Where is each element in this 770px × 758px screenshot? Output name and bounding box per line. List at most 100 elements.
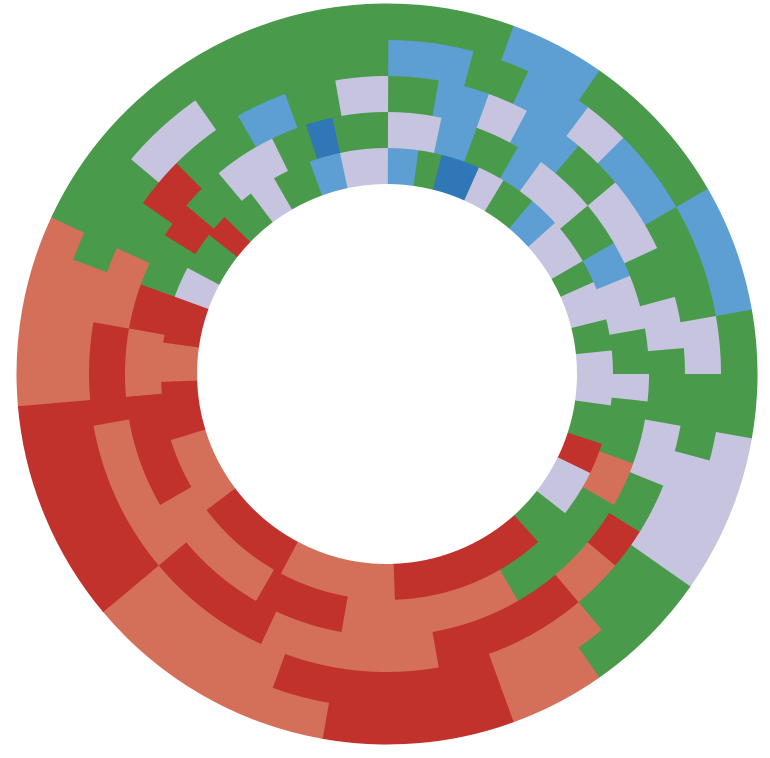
segment	[175, 114, 257, 189]
segment	[432, 80, 491, 129]
segment	[116, 201, 173, 264]
segment	[170, 428, 236, 511]
segment	[140, 234, 196, 297]
segment	[640, 296, 685, 353]
segment	[557, 432, 603, 475]
segment	[582, 242, 631, 291]
segment	[159, 486, 274, 602]
segment	[536, 457, 591, 515]
segment	[611, 374, 650, 403]
segment	[237, 93, 299, 148]
segment	[51, 89, 174, 233]
segment	[309, 152, 349, 196]
segment	[387, 111, 443, 154]
segment	[680, 315, 722, 376]
segment	[387, 3, 516, 61]
segment	[128, 283, 175, 335]
segment	[205, 487, 298, 574]
segment	[510, 110, 580, 174]
segment	[500, 146, 543, 192]
segment	[555, 145, 617, 207]
segment	[512, 70, 590, 137]
segment	[587, 182, 659, 265]
segment	[387, 39, 475, 87]
segment	[185, 172, 243, 229]
segment	[433, 117, 478, 162]
segment	[72, 157, 160, 273]
segment	[413, 149, 443, 190]
segment	[566, 106, 625, 165]
segment	[254, 569, 348, 633]
segment	[676, 188, 753, 318]
segment	[271, 653, 502, 709]
segment	[195, 50, 312, 130]
segment	[431, 574, 579, 669]
segment	[160, 379, 206, 441]
segment	[577, 544, 662, 632]
segment	[208, 216, 251, 258]
segment	[125, 392, 192, 506]
segment	[609, 328, 650, 376]
segment	[148, 25, 275, 119]
segment	[129, 564, 286, 689]
segment	[608, 472, 664, 534]
segment	[571, 319, 613, 355]
segment	[528, 222, 584, 280]
segment	[279, 541, 395, 601]
segment	[629, 419, 681, 487]
segment	[335, 75, 389, 116]
segment	[284, 79, 343, 128]
segment	[92, 418, 187, 566]
segment	[560, 281, 607, 329]
segment	[509, 200, 556, 248]
segment	[93, 246, 150, 329]
segment	[300, 39, 389, 87]
segment	[575, 350, 614, 407]
segment	[160, 341, 199, 382]
segment	[674, 374, 722, 462]
segment	[130, 99, 218, 183]
segment	[305, 117, 341, 160]
segment	[501, 25, 601, 102]
segment	[567, 400, 612, 445]
segment	[17, 401, 132, 613]
segment	[630, 451, 711, 567]
segment	[273, 160, 323, 210]
segment	[124, 327, 165, 397]
segment	[560, 205, 615, 262]
segment	[162, 295, 209, 348]
segment	[597, 137, 678, 227]
segment	[476, 93, 529, 144]
segment	[499, 487, 615, 602]
segment	[53, 398, 159, 590]
segment	[599, 397, 649, 465]
segment	[102, 587, 330, 739]
segment	[464, 167, 505, 212]
segment	[577, 565, 691, 679]
segment	[88, 320, 130, 426]
segment	[715, 309, 758, 440]
segment	[174, 266, 220, 310]
segment	[52, 258, 108, 404]
segment	[432, 154, 480, 201]
segment	[392, 515, 539, 601]
segment	[260, 3, 389, 61]
segment	[271, 124, 319, 171]
segment	[387, 75, 441, 117]
segment	[659, 431, 752, 588]
segment	[339, 147, 388, 189]
segment	[645, 206, 717, 324]
segment	[644, 347, 686, 428]
segment	[218, 137, 289, 201]
segment	[332, 111, 389, 153]
segment	[340, 569, 519, 637]
segment	[624, 247, 676, 308]
segment	[519, 161, 589, 230]
segment	[321, 687, 514, 745]
segment	[157, 541, 277, 645]
segment	[499, 647, 600, 723]
segment	[551, 260, 595, 298]
segment	[596, 275, 646, 336]
